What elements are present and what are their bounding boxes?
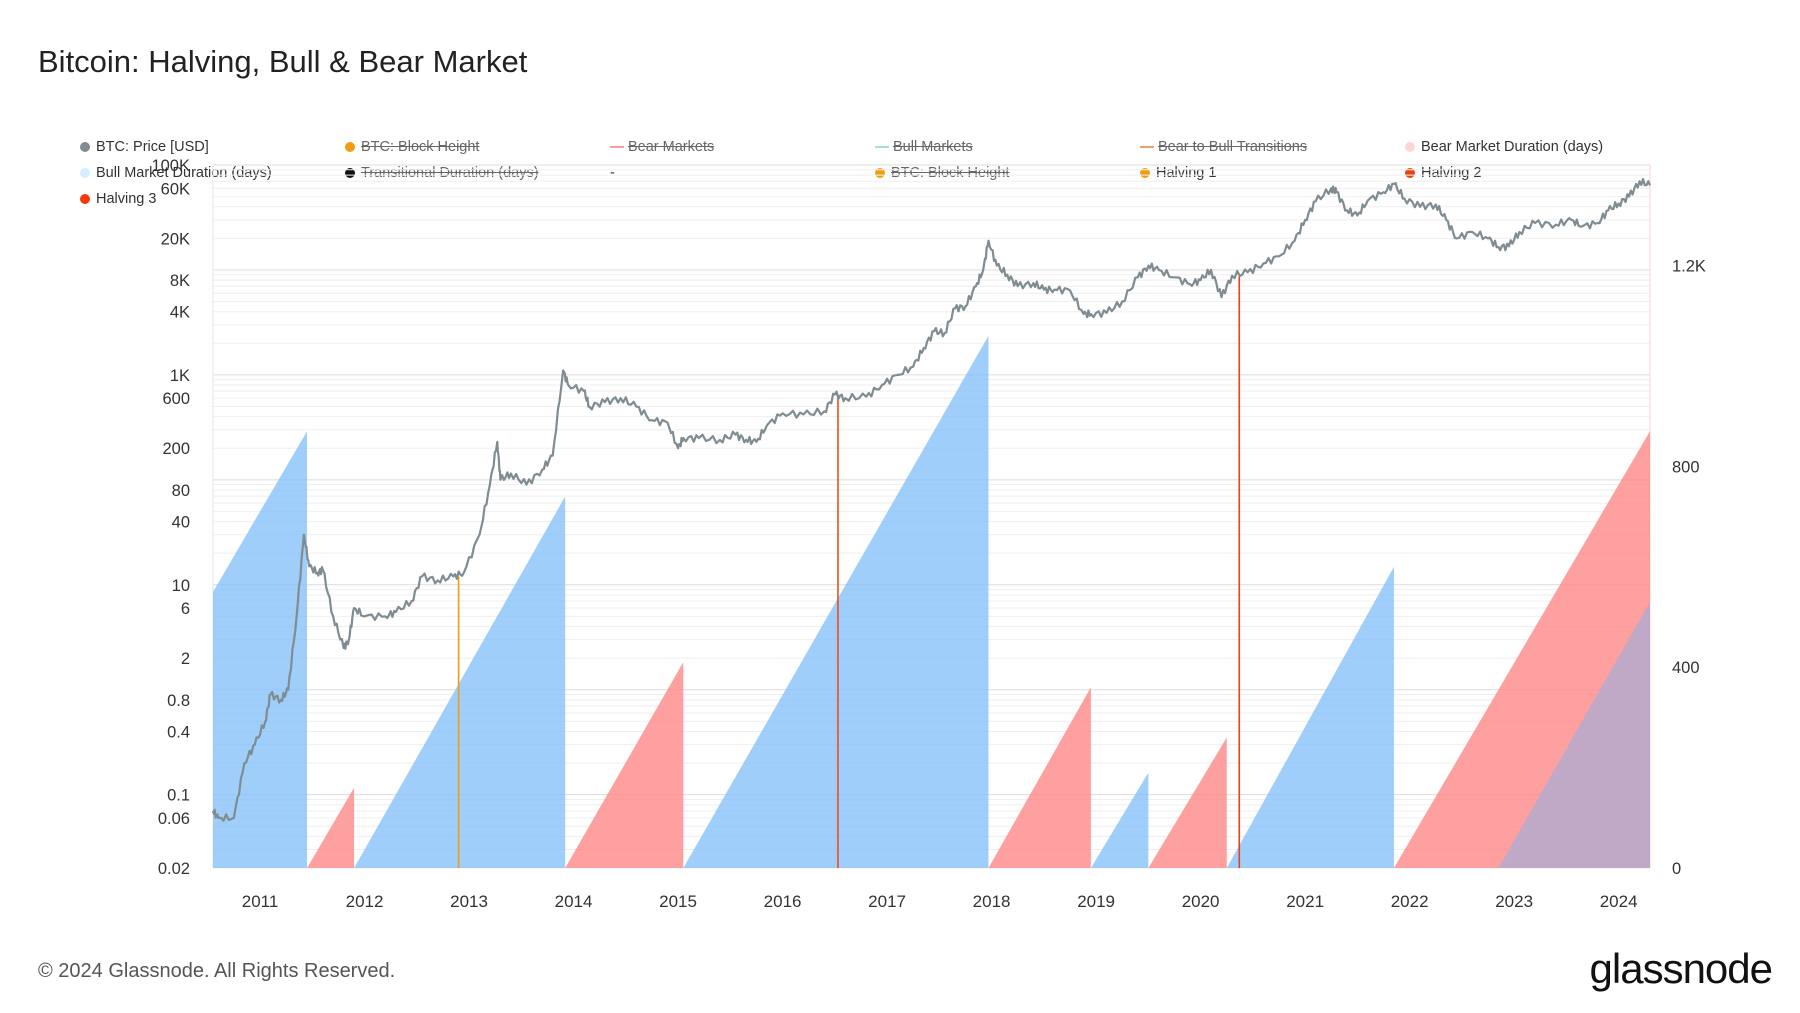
legend-marker-icon <box>1140 146 1154 148</box>
y-right-tick-label: 1.2K <box>1672 257 1706 275</box>
legend-item[interactable]: Halving 2 <box>1405 165 1481 181</box>
legend-label: Bull Market Duration (days) <box>96 165 272 181</box>
y-left-tick-label: 0.4 <box>167 723 190 741</box>
x-tick-label: 2024 <box>1600 892 1638 911</box>
x-tick-label: 2014 <box>555 892 593 911</box>
legend-item[interactable]: BTC: Block Height <box>875 165 1009 181</box>
legend-item[interactable]: Transitional Duration (days) <box>345 165 539 181</box>
y-left-tick-label: 10 <box>172 577 190 595</box>
y-left-tick-label: 4K <box>170 304 190 322</box>
y-left-tick-label: 2 <box>181 650 190 668</box>
legend-marker-icon <box>345 142 355 152</box>
y-left-tick-label: 80 <box>172 482 190 500</box>
chart-title: Bitcoin: Halving, Bull & Bear Market <box>38 44 528 79</box>
legend-label: Bear to Bull Transitions <box>1158 139 1308 155</box>
legend-item[interactable]: Halving 3 <box>80 191 156 207</box>
legend-marker-icon <box>610 146 624 148</box>
price-line <box>211 177 1652 822</box>
x-tick-label: 2016 <box>764 892 802 911</box>
brand-logo: glassnode <box>1589 945 1773 992</box>
x-tick-label: 2013 <box>450 892 488 911</box>
bull-duration-area <box>213 431 308 868</box>
y-left-tick-label: 100K <box>151 157 190 175</box>
y-left-tick-label: 0.02 <box>158 860 190 878</box>
y-right-tick-label: 800 <box>1672 458 1700 476</box>
x-tick-label: 2019 <box>1077 892 1115 911</box>
legend-label: BTC: Block Height <box>361 139 480 155</box>
bear-duration-area <box>307 787 355 868</box>
bull-duration-area-overlap <box>1498 601 1650 868</box>
legend-item[interactable]: BTC: Price [USD] <box>80 139 209 155</box>
bull-duration-area <box>1090 772 1149 868</box>
legend-item[interactable]: Halving 1 <box>1140 165 1216 181</box>
legend-item[interactable]: Bull Market Duration (days) <box>80 165 272 181</box>
legend-marker-icon <box>80 194 90 204</box>
legend-item[interactable]: - <box>610 165 615 181</box>
bull-duration-area <box>683 335 989 868</box>
y-left-tick-label: 200 <box>162 440 190 458</box>
y-left-tick-label: 0.1 <box>167 787 190 805</box>
y-right-tick-label: 400 <box>1672 659 1700 677</box>
bear-duration-area <box>1148 737 1227 868</box>
y-right-tick-label: 0 <box>1672 860 1681 878</box>
legend-marker-icon <box>1405 168 1415 178</box>
legend-item[interactable]: Bear Markets <box>610 139 714 155</box>
legend-marker-icon <box>80 168 90 178</box>
legend-marker-icon <box>80 142 90 152</box>
y-left-tick-label: 8K <box>170 272 190 290</box>
y-left-tick-label: 60K <box>161 180 190 198</box>
y-left-tick-label: 0.8 <box>167 692 190 710</box>
legend-item[interactable]: Bear to Bull Transitions <box>1140 139 1307 155</box>
legend-marker-icon <box>1140 168 1150 178</box>
bear-duration-area <box>988 687 1091 868</box>
y-left-tick-label: 1K <box>170 367 190 385</box>
y-left-tick-label: 6 <box>181 600 190 618</box>
x-tick-label: 2020 <box>1182 892 1220 911</box>
legend-label: Transitional Duration (days) <box>361 165 539 181</box>
x-tick-label: 2023 <box>1495 892 1533 911</box>
x-tick-label: 2022 <box>1391 892 1429 911</box>
legend-label: Bear Market Duration (days) <box>1421 139 1604 155</box>
legend-label: Halving 1 <box>1156 165 1217 181</box>
x-tick-label: 2015 <box>659 892 697 911</box>
x-tick-label: 2012 <box>346 892 384 911</box>
y-left-tick-label: 40 <box>172 514 190 532</box>
bull-duration-area <box>1226 566 1394 868</box>
legend-item[interactable]: Bull Markets <box>875 139 973 155</box>
x-tick-label: 2021 <box>1286 892 1324 911</box>
x-tick-label: 2018 <box>973 892 1011 911</box>
y-left-tick-label: 20K <box>161 230 190 248</box>
y-left-tick-label: 600 <box>162 390 190 408</box>
legend-label: BTC: Price [USD] <box>96 139 209 155</box>
legend-label: Halving 3 <box>96 191 157 207</box>
legend-label: Bear Markets <box>628 139 715 155</box>
x-tick-label: 2017 <box>868 892 906 911</box>
legend-item[interactable]: Bear Market Duration (days) <box>1405 139 1603 155</box>
legend-label: Halving 2 <box>1421 165 1482 181</box>
x-tick-label: 2011 <box>242 892 279 911</box>
bear-duration-area <box>565 662 684 868</box>
legend-label: Bull Markets <box>893 139 973 155</box>
legend-marker-icon <box>345 168 355 178</box>
y-left-tick-label: 0.06 <box>158 810 190 828</box>
legend-label: - <box>610 165 615 181</box>
legend-marker-icon <box>1405 142 1415 152</box>
legend-label: BTC: Block Height <box>891 165 1010 181</box>
legend-marker-icon <box>875 146 889 148</box>
copyright: © 2024 Glassnode. All Rights Reserved. <box>38 960 396 982</box>
legend-item[interactable]: BTC: Block Height <box>345 139 479 155</box>
bull-duration-area <box>354 496 566 868</box>
legend-marker-icon <box>875 168 885 178</box>
